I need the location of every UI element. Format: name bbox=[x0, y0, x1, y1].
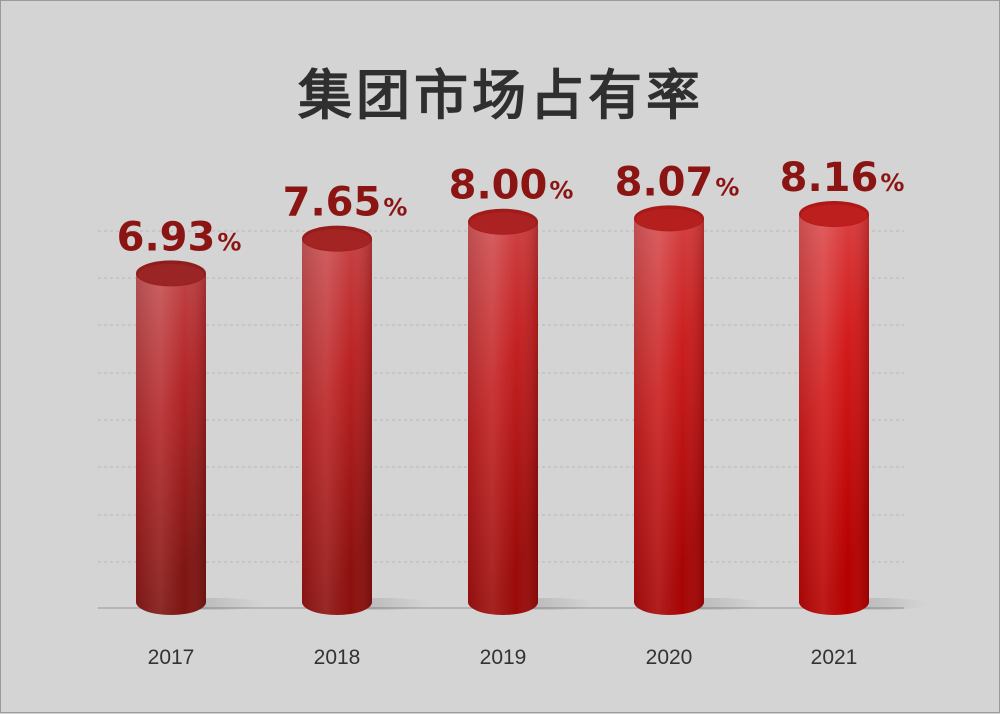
bar-shading bbox=[302, 238, 372, 615]
bar-shading bbox=[468, 221, 538, 615]
x-tick-label: 2021 bbox=[811, 646, 858, 669]
x-tick-label: 2018 bbox=[314, 646, 361, 669]
bar-2021 bbox=[799, 201, 927, 615]
value-label-unit: % bbox=[715, 173, 739, 201]
value-label-unit: % bbox=[217, 228, 241, 256]
chart-title: 集团市场占有率 bbox=[298, 64, 704, 127]
bar-2017 bbox=[136, 260, 264, 615]
value-label: 8.16% bbox=[780, 155, 905, 201]
value-label-unit: % bbox=[549, 177, 573, 205]
value-label-unit: % bbox=[880, 169, 904, 197]
bar-cap-highlight bbox=[470, 212, 536, 235]
value-label-number: 8.00 bbox=[449, 163, 548, 209]
value-label-number: 8.07 bbox=[615, 159, 714, 205]
value-label: 8.07% bbox=[615, 159, 740, 205]
bar-2020 bbox=[634, 205, 762, 615]
bar-shading bbox=[136, 273, 206, 615]
value-label-number: 6.93 bbox=[117, 214, 216, 260]
bar-shading bbox=[634, 218, 704, 615]
x-tick-labels: 2017 2018 2019 2020 2021 bbox=[148, 646, 858, 669]
value-label-unit: % bbox=[383, 194, 407, 222]
bar-2019 bbox=[468, 208, 596, 615]
bar-cap-highlight bbox=[304, 229, 370, 252]
value-label-number: 7.65 bbox=[283, 180, 382, 226]
x-tick-label: 2019 bbox=[480, 646, 527, 669]
x-tick-label: 2020 bbox=[646, 646, 693, 669]
value-label: 8.00% bbox=[449, 163, 574, 209]
bar-cap-highlight bbox=[138, 263, 204, 286]
value-label: 7.65% bbox=[283, 180, 408, 226]
bar-cap-highlight bbox=[636, 208, 702, 231]
bar-2018 bbox=[302, 225, 430, 615]
x-tick-label: 2017 bbox=[148, 646, 195, 669]
value-label: 6.93% bbox=[117, 214, 242, 260]
value-label-number: 8.16 bbox=[780, 155, 879, 201]
bar-shading bbox=[799, 214, 869, 615]
bars bbox=[136, 201, 927, 615]
bar-cap-highlight bbox=[801, 204, 867, 227]
value-labels: 6.93%7.65% 8.00% 8.07% 8.16% bbox=[117, 155, 905, 260]
